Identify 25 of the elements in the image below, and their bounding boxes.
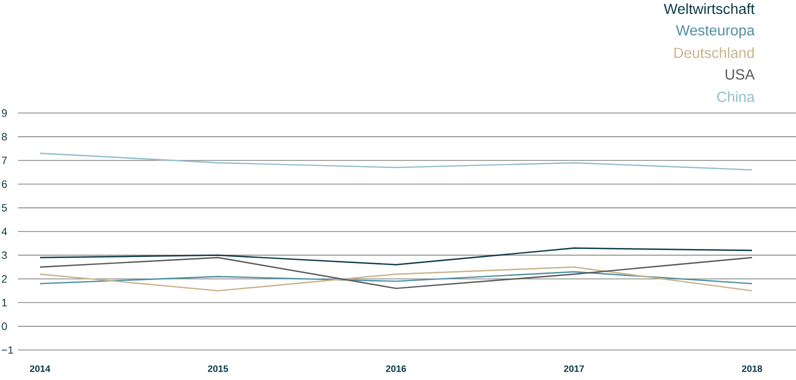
line-series [39,271,753,284]
y-tick-label: 0 [2,322,7,330]
x-tick-label: 2014 [30,365,50,372]
y-tick-label: 7 [2,156,7,164]
y-tick-label: 3 [2,251,7,259]
y-tick-label: 6 [2,180,7,188]
y-tick-label: 9 [2,109,7,117]
y-tick-label: 2 [2,275,7,283]
y-tick-label: −1 [2,346,14,354]
text: Deutschland [674,47,754,58]
text: USA [726,69,755,80]
text: Westeuropa [676,25,755,38]
y-tick-label: 5 [2,204,7,212]
y-tick-label: 4 [2,228,8,236]
x-tick-label: 2016 [386,365,406,372]
y-tick-label: 8 [2,132,7,140]
text: Weltwirtschaft [664,3,755,14]
y-tick-label: 1 [2,298,7,306]
line-series [39,152,753,171]
x-tick-label: 2018 [742,365,762,372]
x-tick-label: 2017 [564,365,584,372]
x-tick-label: 2015 [208,365,228,372]
line-series [39,256,753,290]
line-series [39,247,753,266]
text: China [717,91,755,102]
